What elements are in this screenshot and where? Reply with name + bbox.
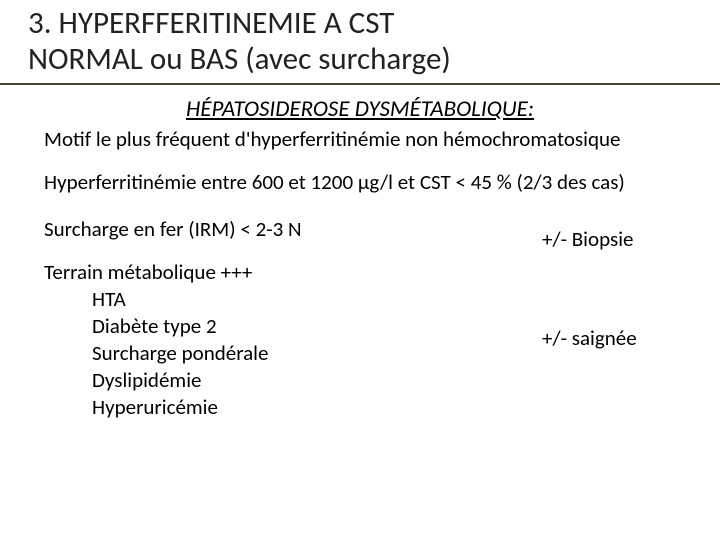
list-item: Diabète type 2 — [92, 313, 542, 340]
surcharge-text: Surcharge en fer (IRM) < 2-3 N — [44, 217, 542, 242]
terrain-list: HTA Diabète type 2 Surcharge pondérale D… — [44, 286, 542, 420]
list-item: HTA — [92, 286, 542, 313]
slide-title: 3. HYPERFFERITINEMIE A CST NORMAL ou BAS… — [0, 0, 720, 85]
motif-text: Motif le plus fréquent d'hyperferritiném… — [44, 127, 682, 152]
surcharge-row: Surcharge en fer (IRM) < 2-3 N +/- Biops… — [44, 213, 682, 260]
list-item: Hyperuricémie — [92, 394, 542, 421]
list-item: Surcharge pondérale — [92, 340, 542, 367]
terrain-header: Terrain métabolique +++ — [44, 260, 542, 285]
slide: 3. HYPERFFERITINEMIE A CST NORMAL ou BAS… — [0, 0, 720, 540]
saignee-text: +/- saignée — [542, 260, 682, 351]
terrain-block: Terrain métabolique +++ HTA Diabète type… — [44, 260, 542, 421]
title-line-1: 3. HYPERFFERITINEMIE A CST — [28, 4, 394, 42]
title-line-2: NORMAL ou BAS (avec surcharge) — [28, 40, 451, 78]
slide-body: Motif le plus fréquent d'hyperferritiném… — [0, 127, 720, 420]
slide-subtitle: HÉPATOSIDEROSE DYSMÉTABOLIQUE: — [0, 95, 720, 123]
terrain-row: Terrain métabolique +++ HTA Diabète type… — [44, 260, 682, 421]
biopsie-text: +/- Biopsie — [542, 213, 682, 252]
range-text: Hyperferritinémie entre 600 et 1200 µg/l… — [44, 170, 682, 195]
list-item: Dyslipidémie — [92, 367, 542, 394]
